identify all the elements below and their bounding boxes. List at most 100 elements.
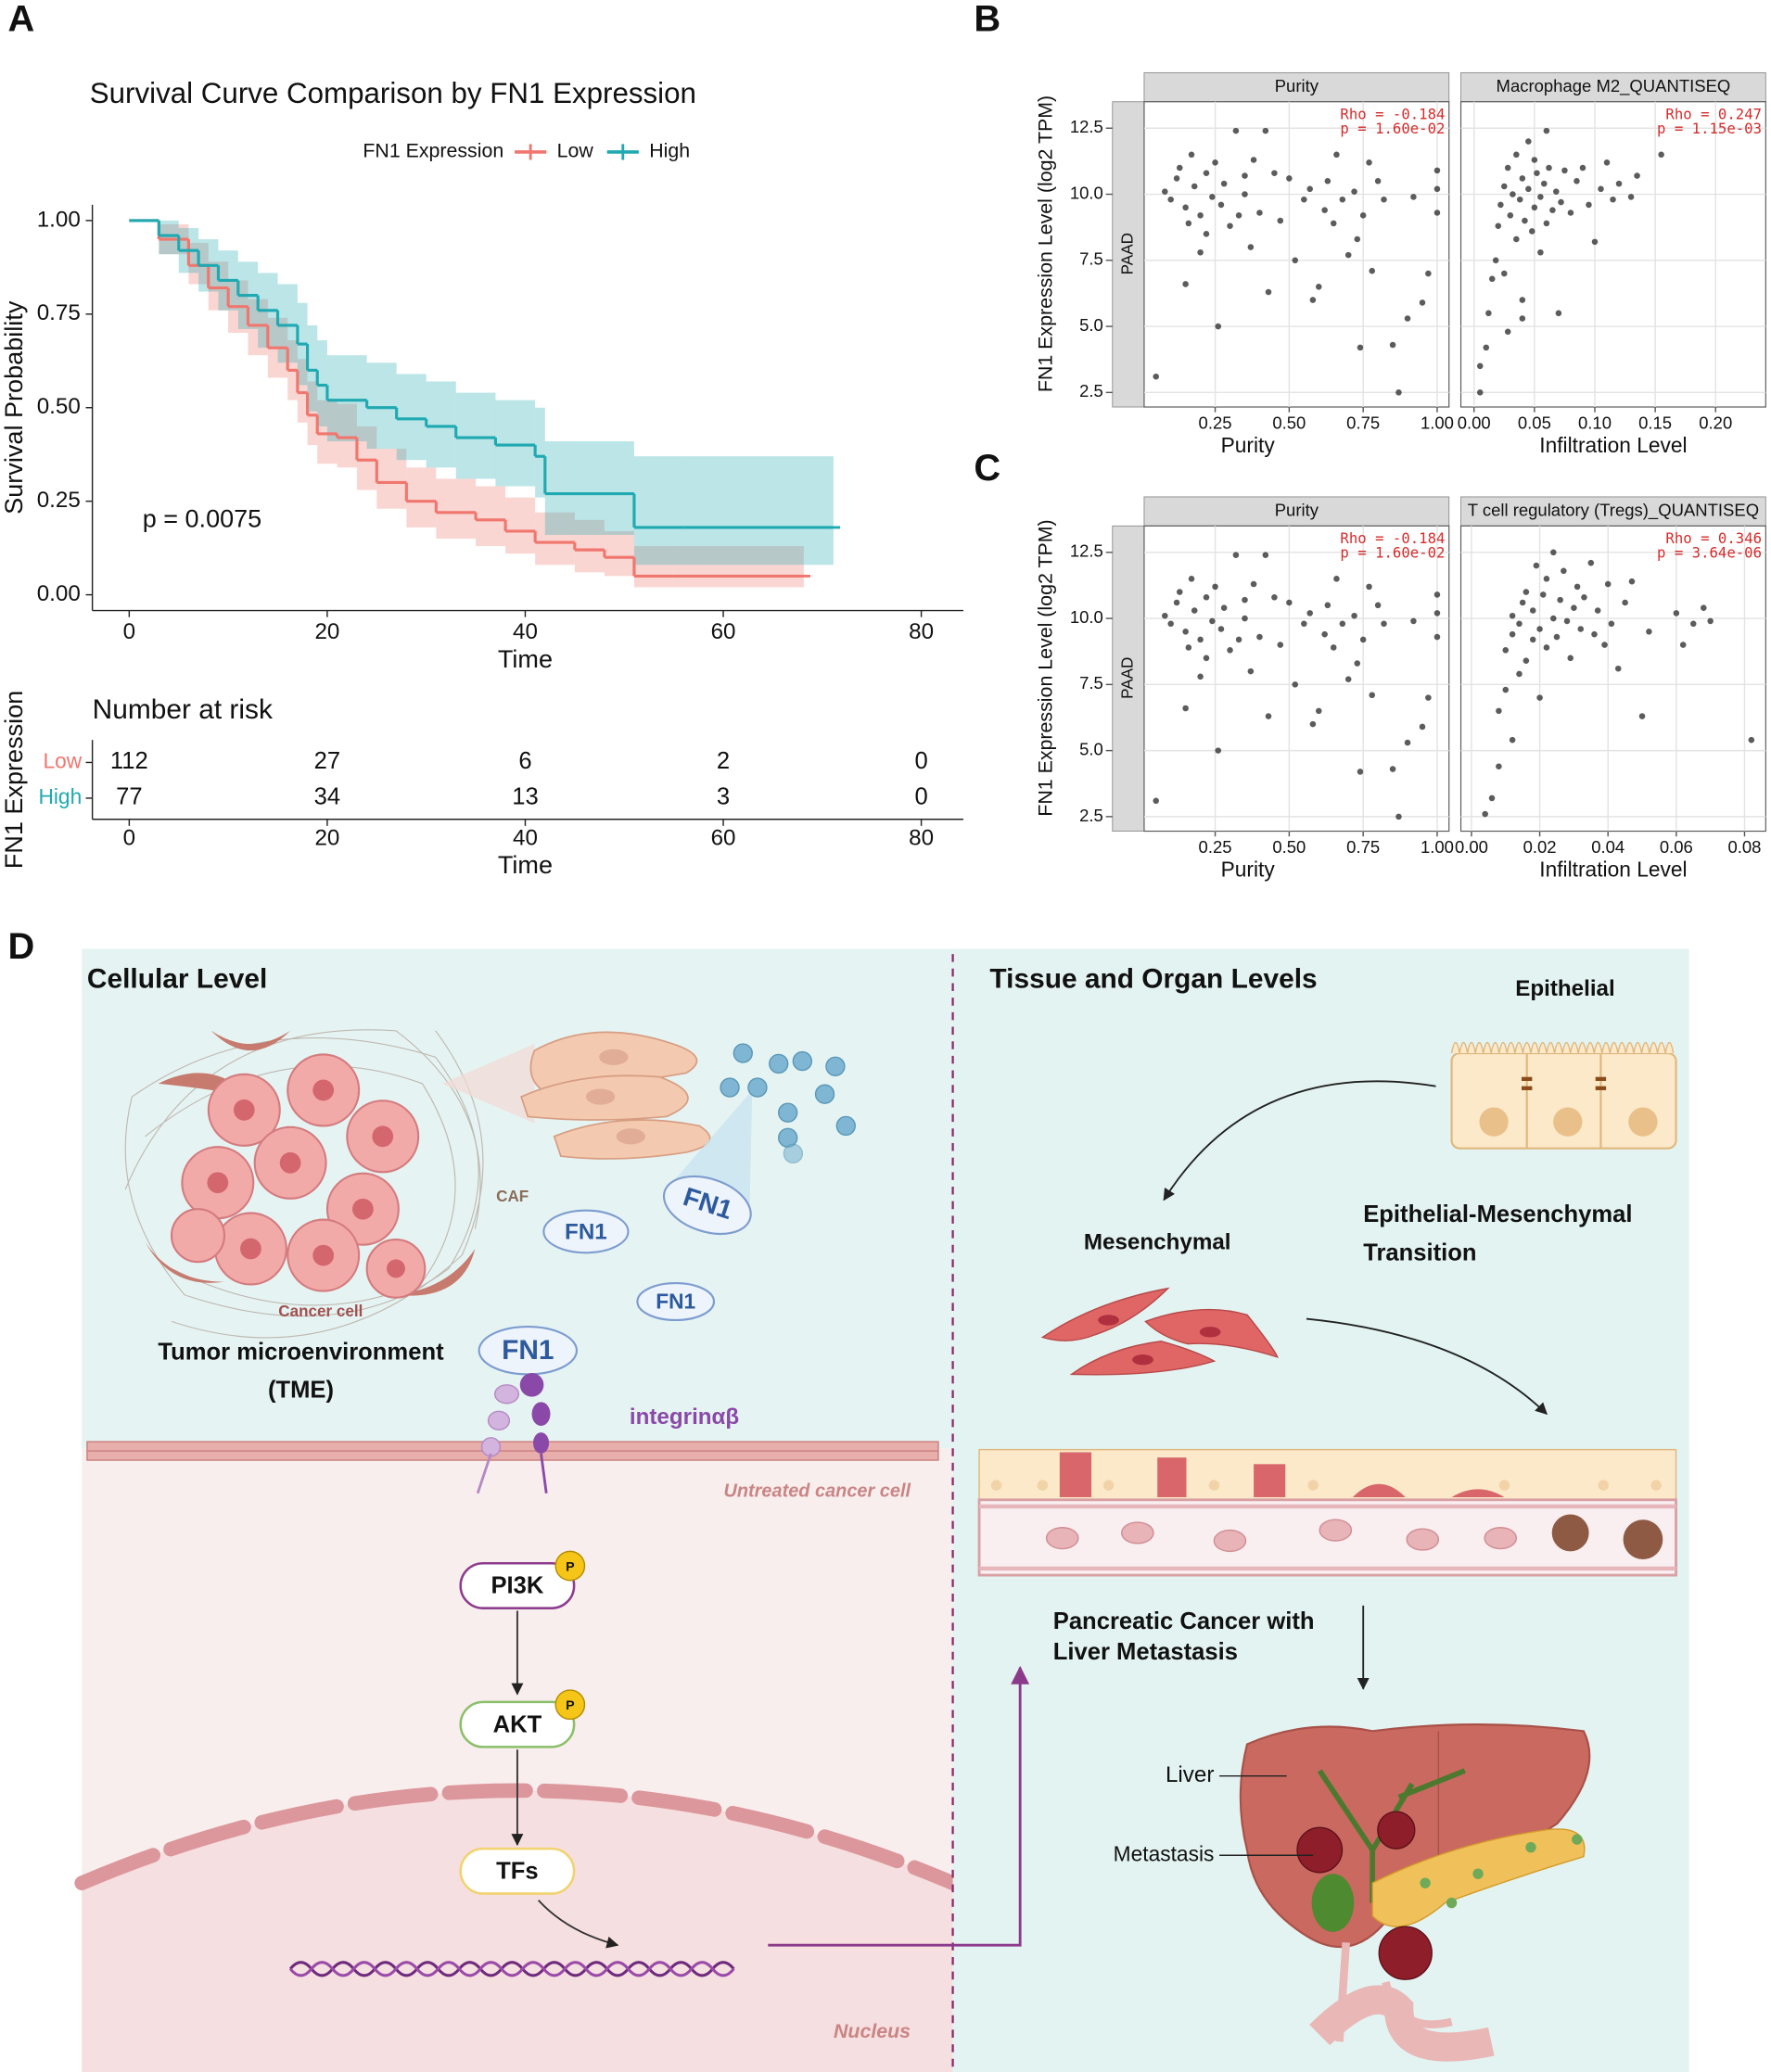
point [1504, 164, 1511, 172]
point [1525, 185, 1532, 193]
x-axis-label: Time [498, 851, 553, 879]
x-axis-label: Purity [1221, 857, 1276, 881]
nucleus-region [82, 1790, 953, 2072]
panel-label: D [8, 926, 35, 967]
ci-band [544, 441, 634, 535]
point [1603, 159, 1611, 166]
point [1571, 604, 1577, 611]
point [1615, 180, 1623, 187]
point [1594, 607, 1601, 614]
phospho [554, 1689, 586, 1721]
point [1324, 177, 1331, 184]
pathway-label: PI3K [491, 1573, 543, 1599]
pathway-node [459, 1700, 576, 1748]
stat-annotation: p = 1.60e-02 [1340, 544, 1445, 562]
facet-strip-label: Purity [1275, 76, 1319, 95]
point [1496, 707, 1502, 715]
point [1366, 159, 1372, 166]
y-tick-label: 10.0 [1070, 183, 1103, 202]
point [1546, 164, 1552, 172]
phospho [554, 1550, 586, 1582]
stat-annotation: p = 1.60e-02 [1340, 120, 1445, 137]
x-tick-label: 0 [123, 825, 135, 850]
point [1509, 736, 1516, 744]
point [1555, 310, 1562, 317]
point [1395, 813, 1402, 820]
annotation: p = 0.0075 [143, 505, 261, 533]
x-tick-label: 0.02 [1523, 837, 1557, 857]
x-tick-label: 0.25 [1199, 413, 1232, 432]
ci-band [406, 467, 437, 528]
x-axis-label: Purity [1221, 433, 1276, 457]
point [1321, 207, 1328, 213]
point [1433, 633, 1441, 641]
legend-title: FN1 Expression [363, 140, 503, 162]
point [1591, 630, 1598, 638]
point [1488, 794, 1496, 802]
point [1536, 694, 1543, 701]
point [1242, 615, 1248, 622]
point [1271, 593, 1278, 601]
ci-band [337, 403, 357, 468]
x-tick-label: 40 [513, 825, 538, 850]
point [1707, 617, 1714, 625]
point [1242, 172, 1248, 179]
point [1286, 599, 1293, 606]
x-tick-label: 0 [123, 619, 135, 644]
fn1-label: FN1 [656, 1289, 695, 1313]
scatter-chart: FN1 Expression Level (log2 TPM) PAAD 2.5 5.… [1034, 71, 1766, 457]
x-tick-label: 0.00 [1455, 837, 1488, 857]
point [1522, 217, 1528, 224]
point [1333, 151, 1340, 159]
point [1374, 177, 1382, 184]
outcome-label: Pancreatic Cancer with [1053, 1608, 1315, 1634]
point [1689, 620, 1697, 628]
point [1567, 210, 1574, 216]
panel [1143, 101, 1450, 408]
ci-band [297, 359, 308, 423]
link-arrow [768, 1665, 1030, 1947]
ci-band [436, 478, 477, 540]
point [1235, 212, 1242, 219]
risk-title: Number at risk [93, 694, 273, 725]
point [1553, 633, 1561, 641]
point [1425, 694, 1432, 701]
stat-annotation: p = 1.15e-03 [1657, 120, 1762, 137]
point [1614, 665, 1622, 672]
point [1277, 217, 1284, 224]
point [1271, 170, 1278, 177]
stat-annotation: Rho = 0.346 [1665, 529, 1762, 547]
point [1301, 196, 1307, 203]
point [1419, 723, 1426, 731]
point [1197, 636, 1204, 643]
point [1265, 713, 1272, 719]
point [1153, 373, 1159, 380]
x-tick-label: 0.06 [1660, 837, 1693, 857]
point [1531, 204, 1538, 211]
point [1235, 636, 1242, 643]
cancer-cell-label: Cancer cell [278, 1303, 363, 1320]
point [1217, 201, 1225, 209]
point [1476, 389, 1484, 396]
x-tick-label: 0.50 [1272, 837, 1306, 857]
point [1354, 235, 1361, 243]
ci-band [633, 546, 674, 588]
caf-label: CAF [496, 1188, 529, 1205]
y-tick-label: 10.0 [1070, 607, 1103, 627]
point [1309, 720, 1317, 728]
point [1203, 231, 1210, 237]
point [1433, 591, 1441, 598]
point [1185, 644, 1192, 651]
row-strip-label: PAAD [1118, 657, 1136, 699]
risk-count: 3 [717, 784, 730, 810]
integrin-label: integrinαβ [630, 1405, 739, 1430]
x-tick-label: 0.75 [1346, 837, 1380, 857]
point [1292, 257, 1299, 264]
risk-count: 112 [110, 748, 148, 774]
panel [1143, 525, 1450, 833]
point [1608, 620, 1615, 628]
x-tick-label: 40 [513, 619, 538, 644]
point [1162, 188, 1168, 195]
point [1212, 159, 1218, 166]
